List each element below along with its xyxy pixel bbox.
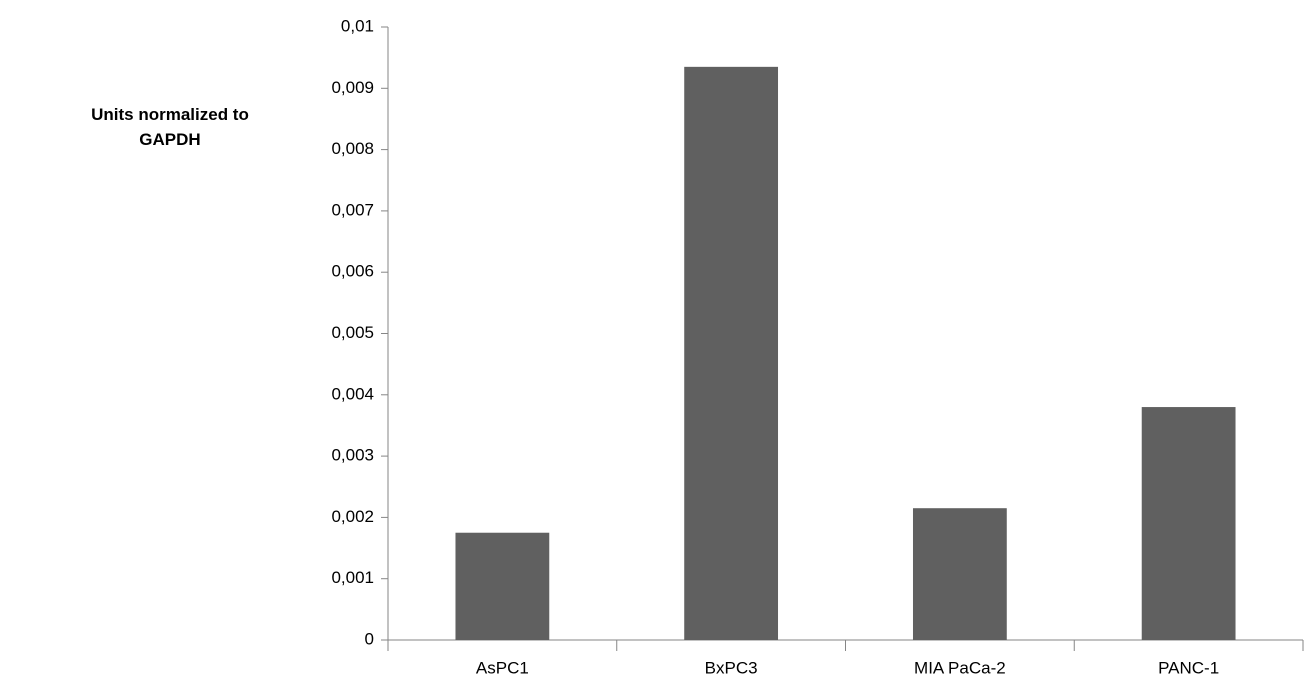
x-tick-label: MIA PaCa-2 <box>914 658 1006 677</box>
y-tick-label: 0,002 <box>331 507 374 526</box>
y-tick-label: 0,005 <box>331 323 374 342</box>
y-tick-label: 0 <box>365 629 374 648</box>
x-tick-label: AsPC1 <box>476 658 529 677</box>
bar <box>1141 407 1236 640</box>
y-tick-label: 0,01 <box>341 16 374 35</box>
bar <box>455 532 550 640</box>
y-tick-label: 0,003 <box>331 446 374 465</box>
x-tick-label: PANC-1 <box>1158 658 1219 677</box>
bar <box>912 508 1007 640</box>
y-tick-label: 0,001 <box>331 568 374 587</box>
bar <box>684 66 779 641</box>
y-tick-label: 0,006 <box>331 262 374 281</box>
y-tick-label: 0,009 <box>331 78 374 97</box>
y-tick-label: 0,007 <box>331 200 374 219</box>
y-tick-label: 0,004 <box>331 384 374 403</box>
y-axis-label: Units normalized to GAPDH <box>91 105 249 149</box>
x-tick-label: BxPC3 <box>705 658 758 677</box>
y-tick-label: 0,008 <box>331 139 374 158</box>
